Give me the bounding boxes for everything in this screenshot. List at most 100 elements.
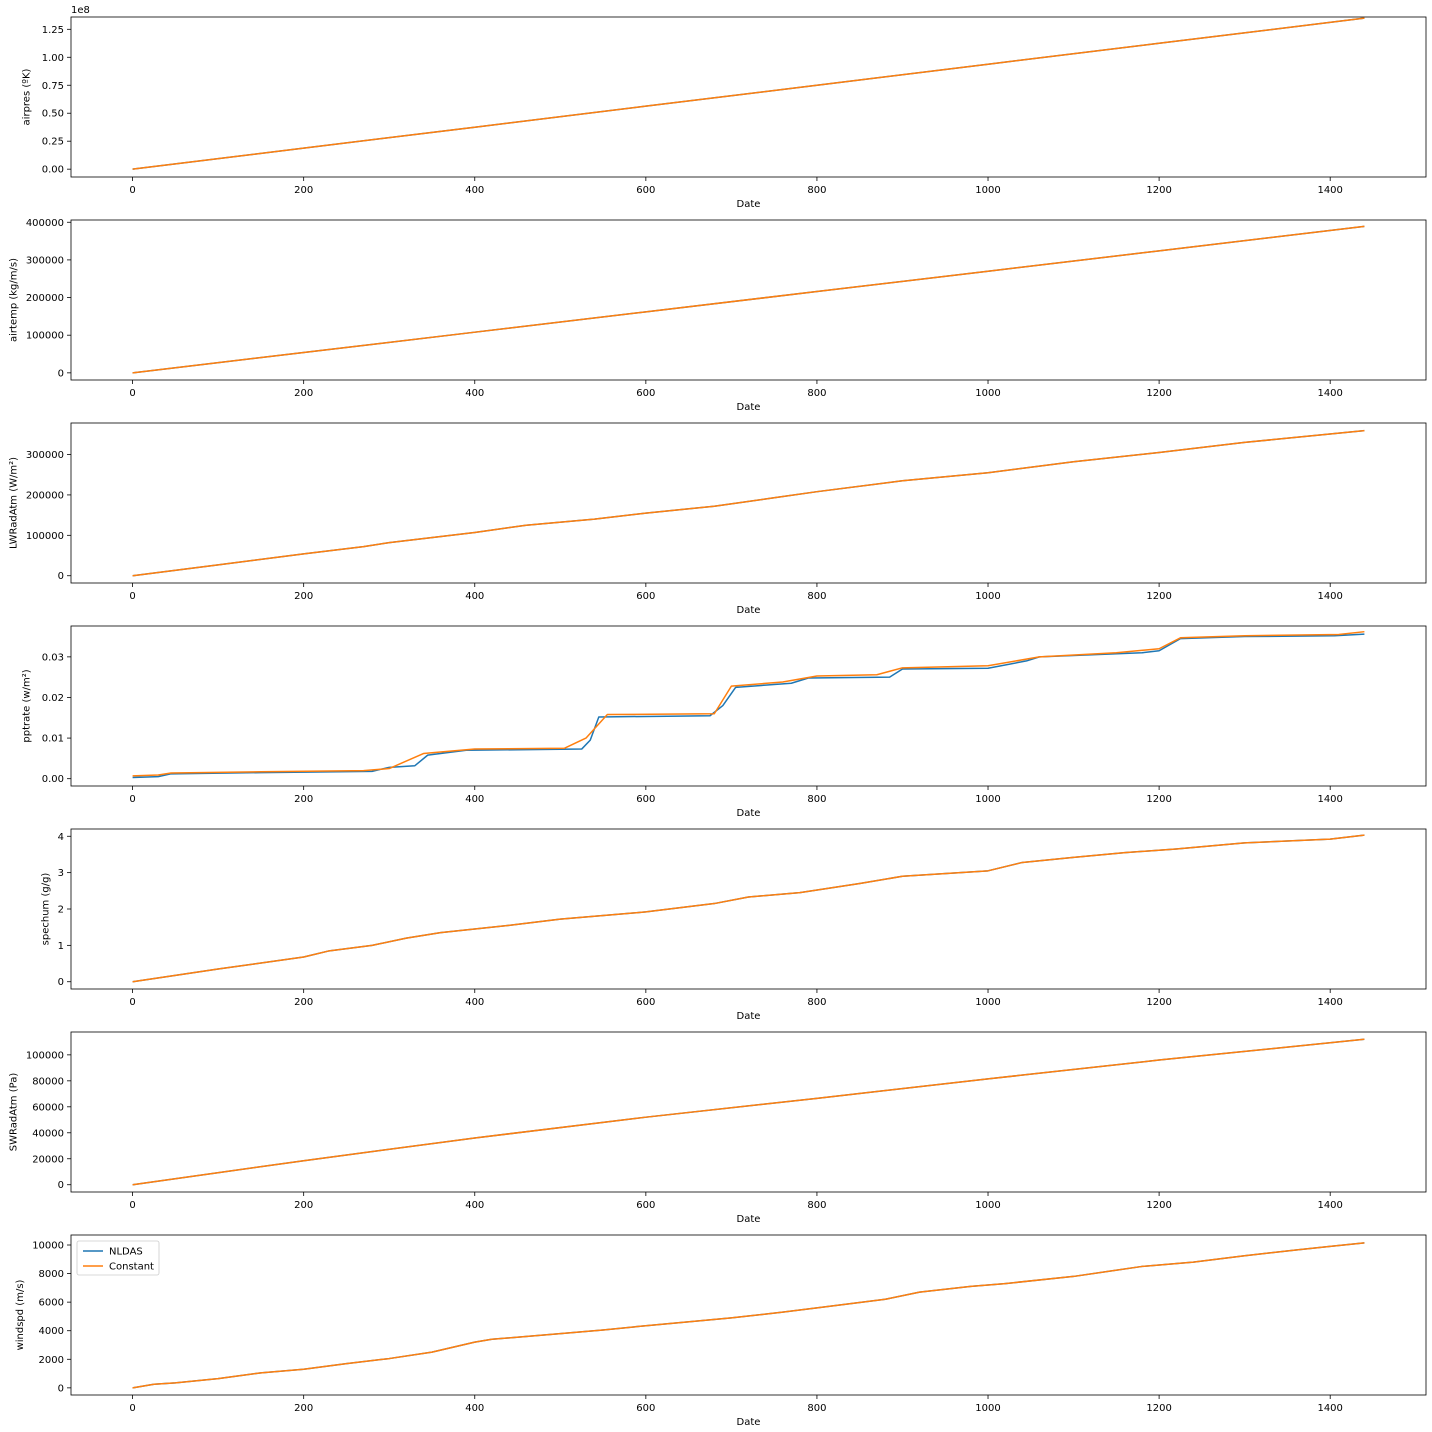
axes-frame (70, 219, 1427, 381)
y-tick-label: 0.50 (42, 109, 64, 120)
y-tick-label: 8000 (39, 1269, 64, 1280)
series-line-constant (132, 630, 1365, 777)
subplot-5: 0 200 400 600 800 1000 1200 1400 0 1 2 3 4 Date spechu… (41, 828, 1427, 1022)
x-tick-label: 1200 (1146, 185, 1171, 196)
x-tick-label: 200 (294, 1200, 313, 1211)
x-tick-label: 200 (294, 794, 313, 805)
x-tick-label: 600 (636, 185, 655, 196)
x-tick-label: 1000 (975, 1200, 1000, 1211)
x-axis-label: Date (737, 1011, 761, 1022)
y-tick-label: 0 (58, 1180, 64, 1191)
subplot-4: 0 200 400 600 800 1000 1200 1400 0.00 0.01 0.02 0.0… (21, 625, 1427, 819)
legend-label: NLDAS (109, 1247, 143, 1258)
axes-frame (70, 1234, 1427, 1396)
y-tick-label: 100000 (26, 1050, 64, 1061)
y-tick-label: 60000 (32, 1102, 64, 1113)
x-axis-label: Date (737, 199, 761, 210)
y-tick-label: 0 (58, 571, 64, 582)
x-tick-label: 400 (465, 185, 484, 196)
x-tick-label: 0 (129, 1403, 135, 1414)
subplot-2: 0 200 400 600 800 1000 1200 1400 0 100000 200000 30… (9, 218, 1427, 413)
x-tick-label: 400 (465, 794, 484, 805)
series-line-constant (132, 17, 1365, 170)
series-line-nldas (132, 633, 1365, 779)
y-tick-label: 0 (58, 977, 64, 988)
subplot-7: 0 200 400 600 800 1000 1200 1400 0 2000 4000 6000 80… (15, 1234, 1427, 1428)
y-tick-label: 4 (58, 832, 64, 843)
y-tick-label: 1.00 (42, 53, 64, 64)
x-axis-label: Date (737, 605, 761, 616)
x-axis-label: Date (737, 402, 761, 413)
y-tick-label: 0.00 (42, 165, 64, 176)
x-tick-label: 800 (807, 794, 826, 805)
x-tick-label: 800 (807, 1200, 826, 1211)
y-tick-label: 400000 (26, 218, 64, 229)
series-line-constant (132, 225, 1365, 374)
x-tick-label: 1200 (1146, 591, 1171, 602)
y-axis-label: pptrate (w/m²) (21, 669, 32, 742)
x-tick-label: 800 (807, 1403, 826, 1414)
x-tick-label: 0 (129, 1200, 135, 1211)
x-tick-label: 400 (465, 1200, 484, 1211)
y-tick-label: 0.03 (42, 652, 64, 663)
y-tick-label: 20000 (32, 1154, 64, 1165)
x-tick-label: 1000 (975, 591, 1000, 602)
series-line-nldas (132, 429, 1365, 577)
x-tick-label: 600 (636, 388, 655, 399)
y-tick-label: 1 (58, 941, 64, 952)
x-tick-label: 0 (129, 794, 135, 805)
x-tick-label: 0 (129, 997, 135, 1008)
x-tick-label: 400 (465, 1403, 484, 1414)
x-tick-label: 200 (294, 591, 313, 602)
y-tick-label: 0.02 (42, 693, 64, 704)
x-tick-label: 600 (636, 997, 655, 1008)
y-axis-label: airpres (ºK) (21, 68, 32, 125)
y-tick-label: 300000 (26, 450, 64, 461)
y-tick-label: 0.00 (42, 774, 64, 785)
y-tick-label: 6000 (39, 1298, 64, 1309)
y-tick-label: 1.25 (42, 25, 64, 36)
x-tick-label: 1400 (1317, 1200, 1342, 1211)
y-tick-label: 0.01 (42, 734, 64, 745)
y-tick-label: 300000 (26, 255, 64, 266)
x-tick-label: 1200 (1146, 388, 1171, 399)
series-line-constant (132, 834, 1365, 983)
y-tick-label: 100000 (26, 531, 64, 542)
x-tick-label: 1400 (1317, 794, 1342, 805)
x-tick-label: 1400 (1317, 997, 1342, 1008)
x-axis-label: Date (737, 808, 761, 819)
y-axis-label: spechum (g/g) (41, 873, 52, 946)
y-offset-label: 1e8 (71, 5, 90, 16)
y-tick-label: 40000 (32, 1128, 64, 1139)
x-tick-label: 200 (294, 388, 313, 399)
y-tick-label: 2 (58, 905, 64, 916)
subplot-3: 0 200 400 600 800 1000 1200 1400 0 100000 200000 30… (9, 422, 1427, 616)
x-tick-label: 0 (129, 185, 135, 196)
y-tick-label: 4000 (39, 1326, 64, 1337)
x-tick-label: 800 (807, 591, 826, 602)
y-tick-label: 80000 (32, 1076, 64, 1087)
y-tick-label: 0 (58, 1383, 64, 1394)
x-tick-label: 800 (807, 388, 826, 399)
y-tick-label: 2000 (39, 1355, 64, 1366)
series-line-constant (132, 1242, 1365, 1389)
axes-frame (70, 625, 1427, 787)
x-tick-label: 1200 (1146, 1403, 1171, 1414)
axes-frame (70, 16, 1427, 178)
x-tick-label: 1400 (1317, 1403, 1342, 1414)
series-line-nldas (132, 1038, 1365, 1186)
subplot-6: 0 200 400 600 800 1000 1200 1400 0 20000 40000 6000… (9, 1031, 1427, 1225)
y-tick-label: 100000 (26, 331, 64, 342)
y-tick-label: 0.75 (42, 81, 64, 92)
x-tick-label: 800 (807, 185, 826, 196)
subplot-1: 0 200 400 600 800 1000 1200 1400 0.00 0.25 0.50 0.7… (21, 5, 1427, 210)
series-line-nldas (132, 834, 1365, 983)
x-tick-label: 1000 (975, 388, 1000, 399)
x-tick-label: 200 (294, 1403, 313, 1414)
axes-frame (70, 1031, 1427, 1193)
x-tick-label: 1200 (1146, 1200, 1171, 1211)
x-tick-label: 0 (129, 591, 135, 602)
x-tick-label: 0 (129, 388, 135, 399)
x-tick-label: 200 (294, 185, 313, 196)
